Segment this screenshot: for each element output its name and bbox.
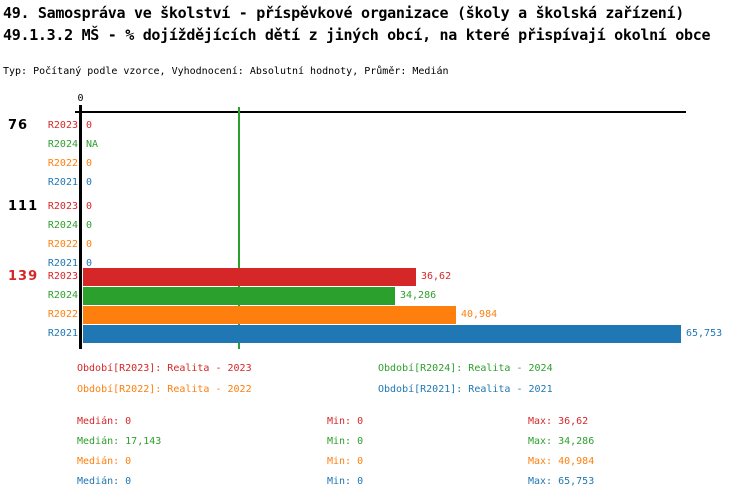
value-label: 40,984 xyxy=(461,309,498,320)
x-axis-line xyxy=(75,111,686,113)
series-row-label: R2021 xyxy=(47,328,78,339)
value-label: 34,286 xyxy=(400,290,437,301)
value-label: 0 xyxy=(86,239,93,250)
stat-max-R2021: Max: 65,753 xyxy=(528,476,595,487)
value-bar-R2021 xyxy=(83,325,681,343)
value-label: 65,753 xyxy=(686,328,723,339)
chart-row-111-R2023: R2023 0 xyxy=(0,198,750,216)
series-row-label: R2024 xyxy=(47,290,78,301)
chart-row-111-R2021: R2021 0 xyxy=(0,255,750,273)
series-row-label: R2021 xyxy=(47,177,78,188)
stat-median-R2023: Medián: 0 xyxy=(77,416,132,427)
page-subtitle: 49.1.3.2 MŠ - % dojíždějících dětí z jin… xyxy=(3,26,711,44)
series-row-label: R2024 xyxy=(47,139,78,150)
stat-min-R2023: Min: 0 xyxy=(327,416,364,427)
chart-row-111-R2024: R2024 0 xyxy=(0,217,750,235)
value-label: 0 xyxy=(86,177,93,188)
value-label: 0 xyxy=(86,120,93,131)
chart-row-139-R2024: R2024 34,286 xyxy=(0,287,750,305)
value-label: 0 xyxy=(86,258,93,269)
series-row-label: R2024 xyxy=(47,220,78,231)
indicator-meta-line: Typ: Počítaný podle vzorce, Vyhodnocení:… xyxy=(3,66,449,77)
chart-row-139-R2022: R2022 40,984 xyxy=(0,306,750,324)
bar-chart: 0 76 R2023 0 R2024 NA R2022 0 R2021 0 111 R2023 0 R2… xyxy=(0,93,750,349)
stat-max-R2022: Max: 40,984 xyxy=(528,456,595,467)
value-label: 0 xyxy=(86,158,93,169)
legend-item-R2024: Období[R2024]: Realita - 2024 xyxy=(378,363,553,374)
group-label-111: 111 xyxy=(8,199,39,214)
value-label: NA xyxy=(86,139,99,150)
value-label: 0 xyxy=(86,220,93,231)
chart-row-139-R2023: R2023 36,62 xyxy=(0,268,750,286)
series-row-label: R2023 xyxy=(47,201,78,212)
value-bar-R2022 xyxy=(83,306,456,324)
chart-row-111-R2022: R2022 0 xyxy=(0,236,750,254)
legend-item-R2021: Období[R2021]: Realita - 2021 xyxy=(378,384,553,395)
series-row-label: R2022 xyxy=(47,309,78,320)
chart-row-139-R2021: R2021 65,753 xyxy=(0,325,750,343)
page-title: 49. Samospráva ve školství - příspěvkové… xyxy=(3,4,685,22)
legend-item-R2023: Období[R2023]: Realita - 2023 xyxy=(77,363,252,374)
stat-median-R2022: Medián: 0 xyxy=(77,456,132,467)
series-row-label: R2021 xyxy=(47,258,78,269)
series-row-label: R2023 xyxy=(47,120,78,131)
stat-median-R2024: Medián: 17,143 xyxy=(77,436,162,447)
group-label-76: 76 xyxy=(8,118,29,133)
chart-row-76-R2021: R2021 0 xyxy=(0,174,750,192)
series-row-label: R2022 xyxy=(47,158,78,169)
x-axis-tick-label: 0 xyxy=(77,93,84,104)
chart-row-76-R2022: R2022 0 xyxy=(0,155,750,173)
value-bar-R2024 xyxy=(83,287,395,305)
stat-min-R2022: Min: 0 xyxy=(327,456,364,467)
series-row-label: R2022 xyxy=(47,239,78,250)
value-bar-R2023 xyxy=(83,268,416,286)
value-label: 36,62 xyxy=(421,271,452,282)
stat-min-R2024: Min: 0 xyxy=(327,436,364,447)
median-line xyxy=(238,107,240,349)
chart-row-76-R2023: R2023 0 xyxy=(0,117,750,135)
stat-max-R2023: Max: 36,62 xyxy=(528,416,589,427)
stat-min-R2021: Min: 0 xyxy=(327,476,364,487)
stat-median-R2021: Medián: 0 xyxy=(77,476,132,487)
stat-max-R2024: Max: 34,286 xyxy=(528,436,595,447)
series-row-label: R2023 xyxy=(47,271,78,282)
chart-row-76-R2024: R2024 NA xyxy=(0,136,750,154)
group-label-139: 139 xyxy=(8,269,39,284)
value-label: 0 xyxy=(86,201,93,212)
legend-item-R2022: Období[R2022]: Realita - 2022 xyxy=(77,384,252,395)
y-axis-line xyxy=(79,105,82,349)
